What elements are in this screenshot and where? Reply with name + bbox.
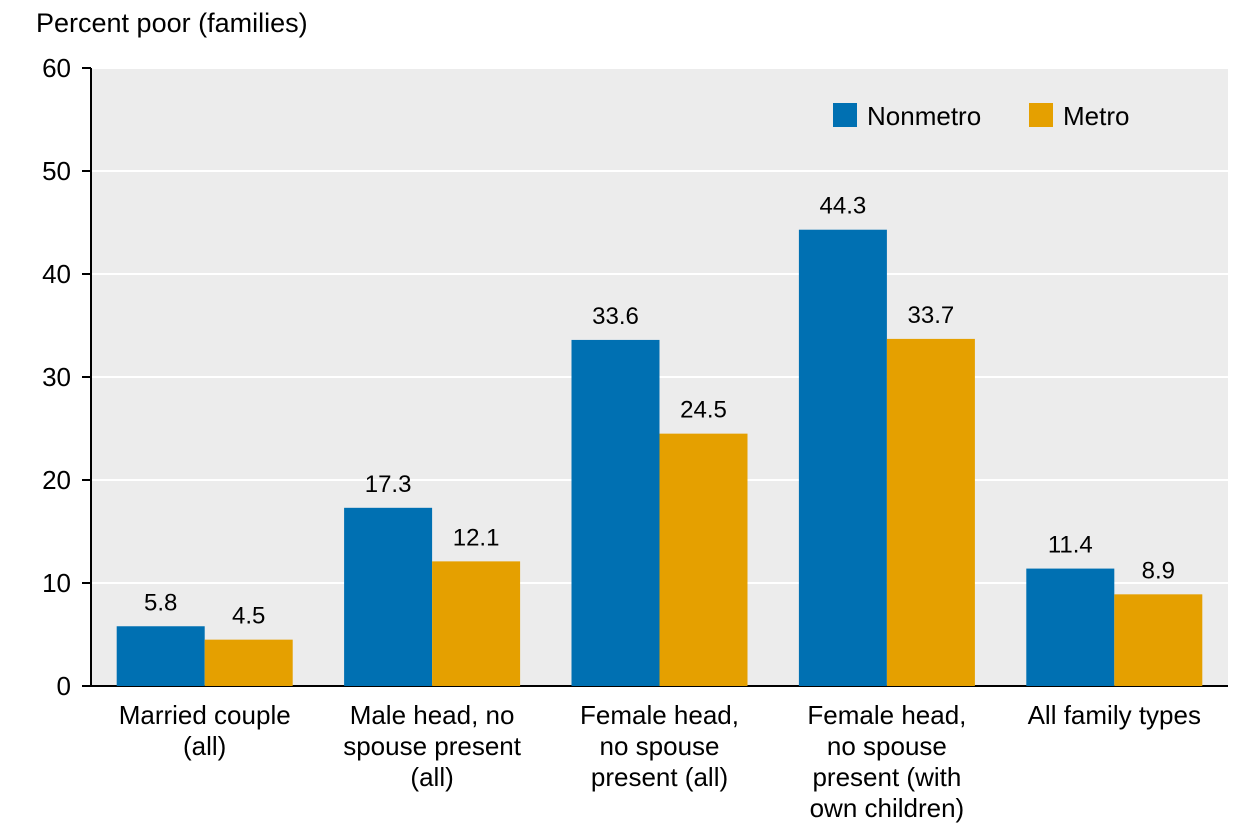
y-tick-label: 30 <box>42 362 71 392</box>
y-tick-label: 60 <box>42 53 71 83</box>
bar-metro <box>886 338 975 686</box>
x-tick-label: All family types <box>1028 700 1201 730</box>
data-label: 33.7 <box>908 302 955 329</box>
bar-nonmetro <box>571 339 660 686</box>
data-label: 17.3 <box>365 471 412 498</box>
x-tick-label: Female head, <box>807 700 966 730</box>
x-tick-label: Female head, <box>580 700 739 730</box>
bar-nonmetro <box>344 507 433 686</box>
x-tick-label: no spouse <box>827 731 947 761</box>
bar-metro <box>432 561 521 686</box>
x-tick-label: spouse present <box>343 731 522 761</box>
bar-nonmetro <box>116 626 205 686</box>
bar-metro <box>1114 594 1203 686</box>
legend-swatch-metro <box>1029 103 1053 127</box>
x-tick-label: (all) <box>183 731 226 761</box>
data-label: 12.1 <box>453 524 500 551</box>
bar-metro <box>659 433 748 686</box>
data-label: 5.8 <box>144 589 177 616</box>
bar-nonmetro <box>798 229 887 686</box>
x-tick-label: own children) <box>810 793 965 823</box>
y-tick-label: 50 <box>42 156 71 186</box>
bar-nonmetro <box>1026 568 1115 686</box>
data-label: 8.9 <box>1142 557 1175 584</box>
legend-label: Metro <box>1063 101 1129 131</box>
y-tick-label: 40 <box>42 259 71 289</box>
data-label: 44.3 <box>820 193 867 220</box>
data-label: 4.5 <box>232 603 265 630</box>
x-tick-label: (all) <box>410 762 453 792</box>
legend-swatch-nonmetro <box>833 103 857 127</box>
x-tick-label: present (all) <box>591 762 728 792</box>
y-tick-label: 10 <box>42 568 71 598</box>
data-label: 24.5 <box>680 397 727 424</box>
data-label: 33.6 <box>592 303 639 330</box>
x-tick-label: present (with <box>812 762 961 792</box>
x-tick-label: no spouse <box>600 731 720 761</box>
data-label: 11.4 <box>1048 532 1093 559</box>
x-tick-label: Male head, no <box>350 700 515 730</box>
x-tick-label: Married couple <box>119 700 291 730</box>
y-axis-title: Percent poor (families) <box>36 8 308 38</box>
y-tick-label: 20 <box>42 465 71 495</box>
bar-metro <box>204 639 293 686</box>
legend-label: Nonmetro <box>867 101 981 131</box>
y-tick-label: 0 <box>57 671 71 701</box>
